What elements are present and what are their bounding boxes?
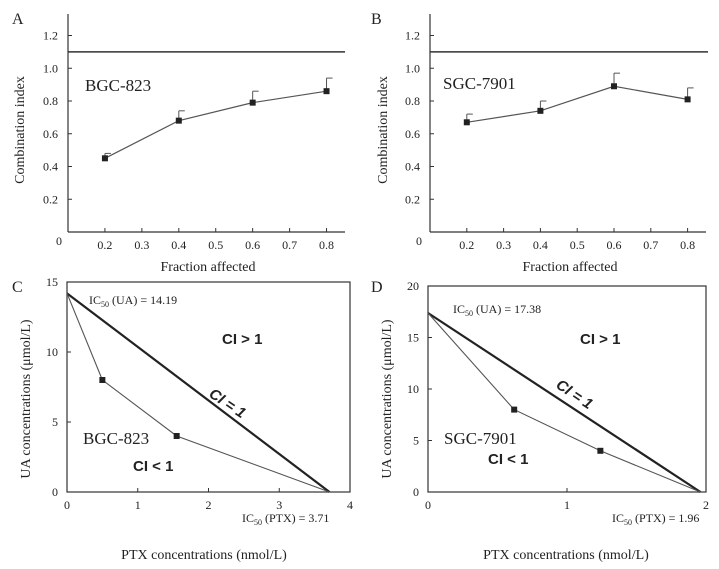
data-point xyxy=(611,83,617,90)
panel-b: B Combination index Fraction affected 0 … xyxy=(371,11,708,275)
panel-d-letter: D xyxy=(371,279,383,296)
x-tick-label: 0.7 xyxy=(282,238,297,252)
data-point xyxy=(323,88,330,95)
data-point xyxy=(175,117,182,124)
panel-c-ic50-ua: IC50 (UA) = 14.19 xyxy=(89,293,177,309)
panel-d-ci-equal: CI = 1 xyxy=(553,376,596,413)
x-tick-label: 0.5 xyxy=(208,238,223,252)
x-tick-label: 2 xyxy=(703,498,709,512)
y-tick-label: 1.2 xyxy=(405,29,420,43)
data-point xyxy=(511,406,518,413)
y-tick-label: 0.6 xyxy=(405,127,420,141)
y-tick-label: 0.4 xyxy=(405,160,420,174)
panel-d-ci-above: CI > 1 xyxy=(580,331,620,348)
y-tick-label: 0.8 xyxy=(43,94,58,108)
y-tick-label: 0.4 xyxy=(43,160,58,174)
panel-c-letter: C xyxy=(12,279,23,296)
y-tick-label: 15 xyxy=(407,331,419,345)
panel-a-cell-label: BGC-823 xyxy=(85,76,151,95)
panel-c-plot: 0 5 10 15 0 1 2 3 4 xyxy=(46,275,353,512)
data-point xyxy=(597,447,604,454)
panel-b-xlabel: Fraction affected xyxy=(523,260,618,275)
series-line xyxy=(104,90,327,159)
panel-d-ylabel: UA concentrations (μmol/L) xyxy=(380,319,395,478)
y-tick-label: 1.0 xyxy=(405,61,420,75)
data-point xyxy=(463,119,470,126)
panel-a-origin: 0 xyxy=(56,234,62,248)
panel-c-ic50-ptx: IC50 (PTX) = 3.71 xyxy=(242,511,329,527)
x-tick-label: 0.2 xyxy=(97,238,112,252)
data-point xyxy=(537,107,544,114)
data-point xyxy=(173,433,180,439)
panel-c-ylabel: UA concentrations (μmol/L) xyxy=(19,319,34,478)
panel-a: A Combination index Fraction affected 0 … xyxy=(12,11,345,275)
x-tick-label: 0.4 xyxy=(533,238,548,252)
y-tick-label: 0.8 xyxy=(405,94,420,108)
y-tick-label: 0 xyxy=(413,485,419,499)
x-tick-label: 4 xyxy=(347,498,353,512)
panel-c: C UA concentrations (μmol/L) PTX concent… xyxy=(12,275,353,563)
additivity-line xyxy=(66,292,331,493)
x-tick-label: 0 xyxy=(425,498,431,512)
panel-c-ci-below: CI < 1 xyxy=(133,458,173,475)
y-tick-label: 15 xyxy=(46,275,58,289)
data-point xyxy=(99,377,106,383)
panel-d-plot: 0 5 10 15 20 0 1 2 xyxy=(407,279,709,512)
combination-line xyxy=(427,312,701,493)
data-point xyxy=(101,155,108,162)
panel-b-plot: 0.2 0.4 0.6 0.8 1.0 1.2 0.2 0.3 0.4 0.5 0.6 0.7 0.8 xyxy=(405,14,708,252)
x-tick-label: 3 xyxy=(276,498,282,512)
panel-b-ylabel: Combination index xyxy=(376,76,391,184)
panel-c-xlabel: PTX concentrations (nmol/L) xyxy=(121,548,287,563)
panel-a-letter: A xyxy=(12,11,24,28)
combination-line xyxy=(66,293,330,493)
y-tick-label: 0.2 xyxy=(43,192,58,206)
panel-a-xlabel: Fraction affected xyxy=(161,260,256,275)
data-point xyxy=(249,99,256,106)
panel-d-ic50-ptx: IC50 (PTX) = 1.96 xyxy=(612,511,699,527)
y-tick-label: 1.0 xyxy=(43,61,58,75)
y-tick-label: 0.2 xyxy=(405,192,420,206)
x-tick-label: 0.2 xyxy=(459,238,474,252)
y-tick-label: 10 xyxy=(46,345,58,359)
y-tick-label: 1.2 xyxy=(43,29,58,43)
panel-a-plot: 0.2 0.4 0.6 0.8 1.0 1.2 0.2 0.3 0.4 0.5 0.6 0.7 0.8 xyxy=(43,14,345,252)
y-tick-label: 5 xyxy=(413,434,419,448)
panel-d-xlabel: PTX concentrations (nmol/L) xyxy=(483,548,649,563)
plot-frame xyxy=(66,281,351,493)
x-tick-label: 0.8 xyxy=(319,238,334,252)
y-tick-label: 10 xyxy=(407,382,419,396)
x-tick-label: 0.5 xyxy=(570,238,585,252)
x-tick-label: 0.6 xyxy=(607,238,622,252)
x-tick-label: 0.6 xyxy=(245,238,260,252)
panel-c-cell-label: BGC-823 xyxy=(83,429,149,448)
x-tick-label: 0.3 xyxy=(134,238,149,252)
panel-d-cell-label: SGC-7901 xyxy=(444,429,517,448)
x-tick-label: 0.4 xyxy=(171,238,186,252)
data-point xyxy=(684,96,691,103)
panel-d: D UA concentrations (μmol/L) PTX concent… xyxy=(371,279,709,563)
series-line xyxy=(466,85,688,123)
panel-b-origin: 0 xyxy=(416,234,422,248)
y-tick-label: 5 xyxy=(52,415,58,429)
x-tick-label: 0.3 xyxy=(496,238,511,252)
panel-d-ci-below: CI < 1 xyxy=(488,451,528,468)
x-tick-label: 2 xyxy=(206,498,212,512)
panel-d-ic50-ua: IC50 (UA) = 17.38 xyxy=(453,302,541,318)
x-tick-label: 1 xyxy=(564,498,570,512)
y-tick-label: 0 xyxy=(52,485,58,499)
additivity-line xyxy=(427,312,702,493)
x-tick-label: 0.8 xyxy=(680,238,695,252)
panel-b-letter: B xyxy=(371,11,382,28)
x-tick-label: 1 xyxy=(135,498,141,512)
panel-c-ci-above: CI > 1 xyxy=(222,331,262,348)
x-tick-label: 0 xyxy=(64,498,70,512)
y-tick-label: 20 xyxy=(407,279,419,293)
y-tick-label: 0.6 xyxy=(43,127,58,141)
panel-b-cell-label: SGC-7901 xyxy=(443,74,516,93)
x-tick-label: 0.7 xyxy=(643,238,658,252)
panel-a-ylabel: Combination index xyxy=(13,76,28,184)
